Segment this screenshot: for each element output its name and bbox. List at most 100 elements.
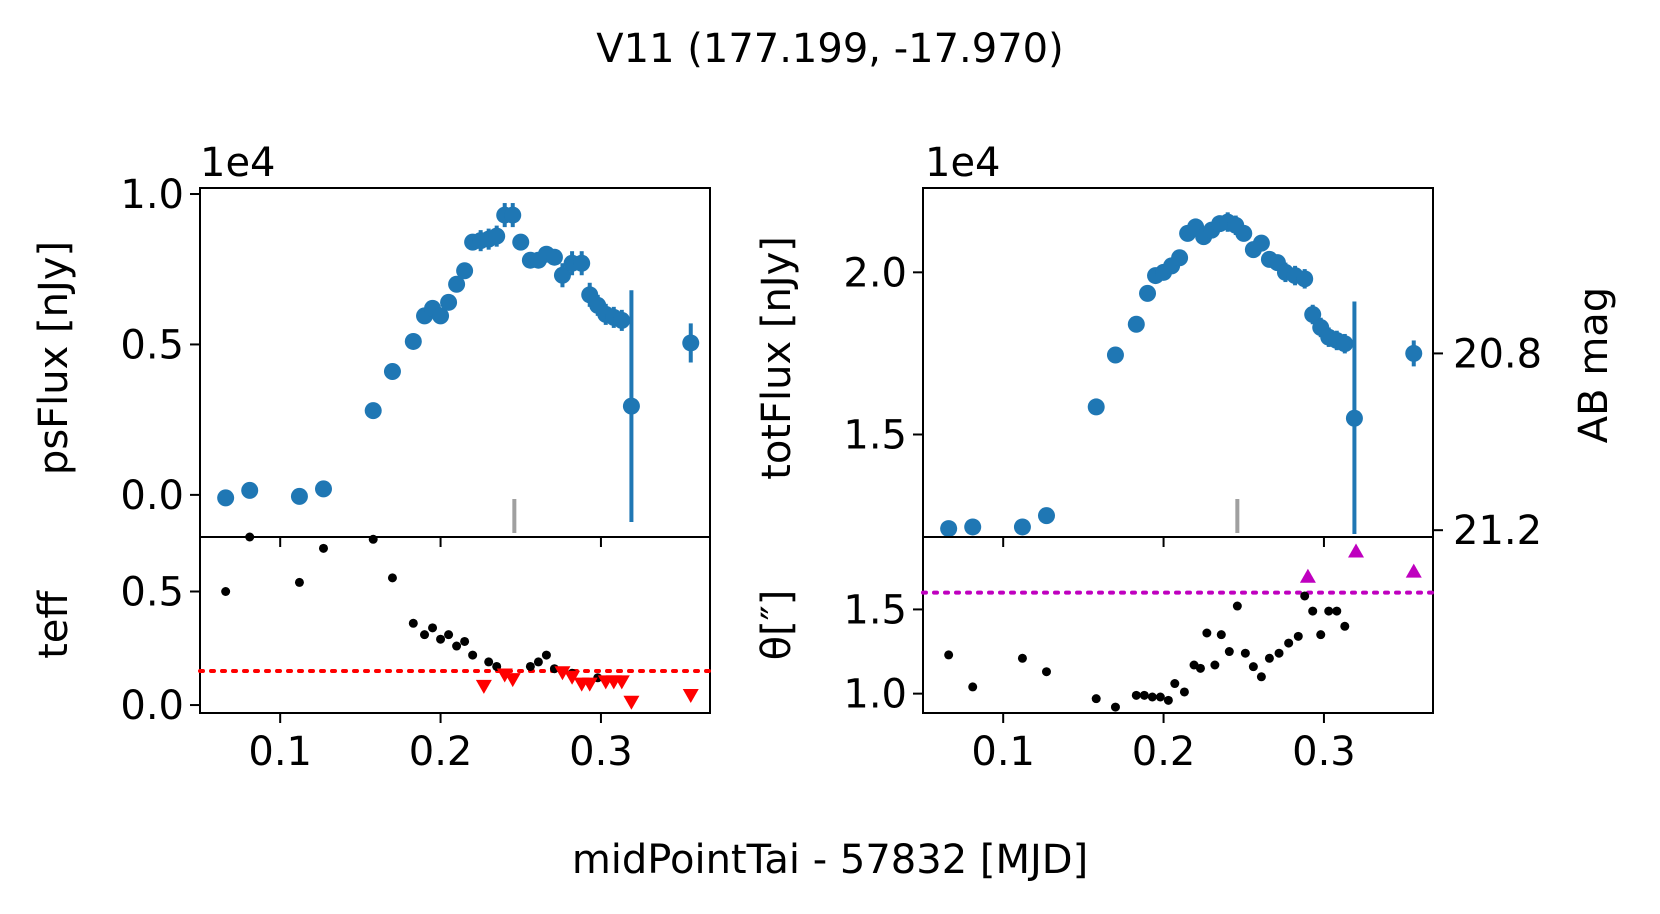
teff-panel: 0.1 0.2 0.3 0.0 0.5 teff [31, 532, 712, 775]
teff-data-point [484, 657, 494, 667]
psflux-data-point [613, 311, 631, 329]
ab-mag-tick-label: 21.2 [1453, 508, 1542, 554]
totflux-data-point [1037, 507, 1055, 525]
theta-x-tick-label: 0.2 [1132, 729, 1196, 775]
theta-data-point [1232, 601, 1242, 611]
teff-data-point [294, 577, 304, 587]
ab-mag-tick-label: 20.8 [1453, 331, 1542, 377]
ab-mag-label: AB mag [1571, 287, 1617, 443]
theta-data-point [1340, 621, 1350, 631]
totflux-data-point [1405, 344, 1423, 362]
theta-limit-marker [1348, 543, 1365, 558]
teff-limit-marker [475, 679, 492, 694]
psflux-data-point [432, 307, 450, 325]
teff-data-point [408, 618, 418, 628]
theta-data-point [968, 682, 978, 692]
theta-data-point [1216, 630, 1226, 640]
psflux-data-point [448, 275, 466, 293]
theta-data-point [1324, 606, 1334, 616]
psflux-offset-text: 1e4 [200, 140, 276, 186]
theta-data-point [1240, 648, 1250, 658]
psflux-data-point [545, 248, 563, 266]
teff-data-point [460, 636, 470, 646]
teff-limit-marker [623, 695, 640, 710]
totflux-data-point [1252, 234, 1270, 252]
theta-data-point [1224, 647, 1234, 657]
totflux-data-point [1127, 315, 1145, 333]
totflux-offset-text: 1e4 [925, 140, 1001, 186]
psflux-axes-frame [199, 187, 711, 538]
theta-data-point [1091, 694, 1101, 704]
psflux-y-tick-label: 0.5 [120, 322, 184, 368]
psflux-y-tick-label: 0.0 [120, 473, 184, 519]
teff-limit-marker [554, 666, 571, 681]
theta-data-point [1300, 591, 1310, 601]
teff-limit-marker [613, 675, 630, 690]
teff-data-point [444, 630, 454, 640]
theta-data-point [1293, 631, 1303, 641]
teff-data-point [452, 641, 462, 651]
theta-data-point [1248, 662, 1258, 672]
teff-data-point [436, 634, 446, 644]
theta-data-point [1316, 630, 1326, 640]
theta-data-point [1041, 667, 1051, 677]
theta-y-tick-label: 1.0 [843, 672, 907, 718]
psflux-data-point [440, 293, 458, 311]
theta-data-point [1264, 653, 1274, 663]
totflux-y-label: totFlux [nJy] [754, 236, 800, 480]
totflux-data-point [1336, 335, 1354, 353]
theta-y-tick-label: 1.5 [843, 587, 907, 633]
theta-data-point [1332, 606, 1342, 616]
psflux-data-point [383, 363, 401, 381]
teff-limit-marker [496, 668, 513, 683]
teff-data-point [525, 661, 535, 671]
totflux-data-point [1106, 346, 1124, 364]
teff-data-point [245, 532, 255, 542]
teff-data-point [221, 587, 231, 597]
teff-y-label: teff [31, 590, 77, 659]
psflux-data-point [488, 227, 506, 245]
x-axis-label: midPointTai - 57832 [MJD] [572, 837, 1088, 883]
teff-data-point [387, 573, 397, 583]
theta-data-point [1163, 695, 1173, 705]
totflux-data-point [1304, 305, 1322, 323]
theta-data-point [1131, 690, 1141, 700]
theta-x-tick-label: 0.1 [971, 729, 1035, 775]
theta-data-point [1110, 702, 1120, 712]
chart-title: V11 (177.199, -17.970) [596, 26, 1063, 72]
totflux-data-point [1235, 224, 1253, 242]
theta-data-point [1274, 648, 1284, 658]
theta-data-point [1210, 660, 1220, 670]
teff-limit-marker [682, 688, 699, 703]
theta-data-point [1017, 653, 1027, 663]
totflux-axes-frame [922, 187, 1434, 538]
totflux-data-point [1087, 398, 1105, 416]
theta-axes-frame [922, 536, 1434, 714]
teff-data-point [318, 543, 328, 553]
psflux-data-point [364, 402, 382, 420]
psflux-data-point [573, 254, 591, 272]
theta-data-point [944, 650, 954, 660]
totflux-data-point [1171, 249, 1189, 267]
teff-limit-marker [564, 670, 581, 685]
theta-data-point [1147, 692, 1157, 702]
teff-data-point [468, 650, 478, 660]
totflux-data-point [1139, 284, 1157, 302]
teff-limit-marker [581, 677, 598, 692]
teff-axes-frame [199, 536, 711, 714]
psflux-data-point [512, 233, 530, 251]
theta-data-point [1308, 606, 1318, 616]
theta-x-tick-label: 0.3 [1292, 729, 1356, 775]
teff-x-tick-label: 0.1 [248, 729, 312, 775]
totflux-y-tick-label: 2.0 [843, 250, 907, 296]
teff-data-point [428, 623, 438, 633]
teff-x-tick-label: 0.2 [409, 729, 473, 775]
psflux-data-point [456, 262, 474, 280]
teff-y-tick-label: 0.5 [120, 570, 184, 616]
psflux-data-point [217, 489, 235, 507]
psflux-panel: 0.0 0.5 1.0 1e4 psFlux [nJy] [31, 140, 711, 547]
psflux-y-tick-label: 1.0 [120, 172, 184, 218]
teff-limit-marker [504, 673, 521, 688]
totflux-data-point [964, 518, 982, 536]
